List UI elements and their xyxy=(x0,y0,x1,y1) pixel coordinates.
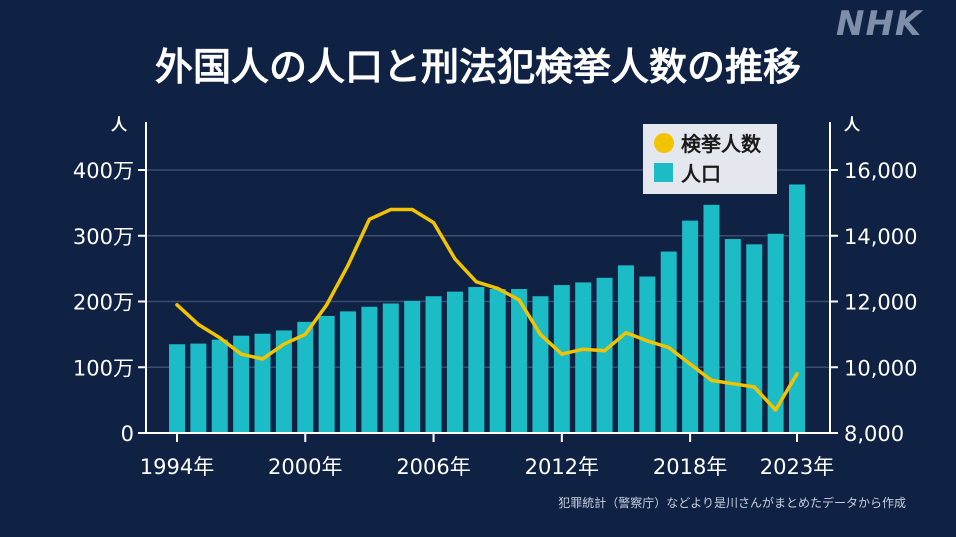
y-right-tick-label: 14,000 xyxy=(844,225,917,249)
y-left-unit: 人 xyxy=(111,115,128,134)
nhk-logo: NHK xyxy=(836,4,923,44)
line-point-arrests xyxy=(367,217,372,221)
bar-population xyxy=(682,220,699,433)
legend-label-population: 人口 xyxy=(681,162,721,186)
y-right-unit: 人 xyxy=(844,115,861,134)
y-right-tick-label: 8,000 xyxy=(844,422,904,446)
y-right-tick-label: 12,000 xyxy=(844,291,917,315)
y-left-tick-label: 400万 xyxy=(73,159,134,183)
line-point-arrests xyxy=(325,303,329,307)
y-left-tick-label: 300万 xyxy=(73,225,134,249)
line-point-arrests xyxy=(688,362,692,366)
bar-population xyxy=(724,239,741,433)
line-point-arrests xyxy=(389,207,393,212)
line-point-arrests xyxy=(410,207,414,212)
bar-population xyxy=(425,296,442,433)
bar-population xyxy=(617,265,634,433)
source-note: 犯罪統計（警察庁）などより是川さんがまとめたデータから作成 xyxy=(558,496,906,510)
line-point-arrests xyxy=(496,286,500,290)
tick-labels: 0 100万 200万 300万 400万 8,000 10,000 12,000 14,000… xyxy=(73,115,918,479)
bar-population xyxy=(297,321,314,433)
line-point-arrests xyxy=(560,352,564,356)
line-point-arrests xyxy=(175,303,179,307)
y-left-tick-label: 200万 xyxy=(73,291,134,315)
bar-population xyxy=(275,330,292,433)
x-tick-label: 2018年 xyxy=(653,455,727,479)
bar-series xyxy=(169,184,805,433)
line-point-arrests xyxy=(731,382,735,386)
bar-population xyxy=(318,315,335,433)
bar-population xyxy=(639,276,656,433)
bar-population xyxy=(489,289,506,433)
bar-population xyxy=(169,344,185,433)
bar-population xyxy=(233,335,250,433)
y-left-tick-label: 0 xyxy=(121,422,134,446)
bar-population xyxy=(532,296,549,433)
line-point-arrests xyxy=(517,298,521,302)
bar-population xyxy=(211,339,228,433)
bar-population xyxy=(404,300,421,433)
line-point-arrests xyxy=(624,331,628,335)
bar-population xyxy=(190,343,207,433)
line-point-arrests xyxy=(474,280,478,284)
bar-population xyxy=(553,285,570,433)
bar-population xyxy=(703,204,720,433)
y-right-tick-label: 10,000 xyxy=(844,356,917,380)
bar-population xyxy=(511,289,528,433)
line-point-arrests xyxy=(645,339,649,343)
bar-population xyxy=(361,306,378,433)
line-point-arrests xyxy=(218,336,222,340)
x-tick-label: 2012年 xyxy=(525,455,599,479)
line-series xyxy=(175,207,799,412)
line-point-arrests xyxy=(538,332,543,336)
line-point-arrests xyxy=(795,372,799,376)
y-right-tick-label: 16,000 xyxy=(844,159,917,183)
bar-population xyxy=(660,251,677,433)
legend-marker-population xyxy=(654,163,673,182)
x-tick-label: 2023年 xyxy=(760,455,834,479)
chart-title: 外国人の人口と刑法犯検挙人数の推移 xyxy=(154,45,801,89)
line-point-arrests xyxy=(346,263,350,267)
axes xyxy=(138,122,838,442)
bar-population xyxy=(767,233,784,433)
bar-population xyxy=(468,287,485,433)
line-point-arrests xyxy=(453,257,457,261)
line-point-arrests xyxy=(431,221,436,225)
bar-population xyxy=(382,303,399,433)
bar-population xyxy=(596,277,613,433)
line-point-arrests xyxy=(260,357,265,361)
line-point-arrests xyxy=(303,332,307,336)
bar-population xyxy=(446,291,463,433)
y-left-tick-label: 100万 xyxy=(73,356,134,380)
line-point-arrests xyxy=(581,347,585,351)
line-point-arrests xyxy=(602,349,607,353)
line-point-arrests xyxy=(239,352,243,356)
bar-population xyxy=(254,333,271,433)
line-point-arrests xyxy=(709,378,714,382)
x-tick-label: 2006年 xyxy=(396,455,470,479)
line-point-arrests xyxy=(282,342,286,346)
line-point-arrests xyxy=(196,322,200,327)
bar-population xyxy=(789,184,805,433)
x-tick-label: 2000年 xyxy=(268,455,342,479)
legend-label-arrests: 検挙人数 xyxy=(681,132,762,156)
line-arrests xyxy=(175,207,799,412)
line-point-arrests xyxy=(774,408,778,412)
x-tick-label: 1994年 xyxy=(140,455,214,479)
bar-population xyxy=(575,282,592,433)
line-point-arrests xyxy=(752,385,756,389)
bar-population xyxy=(746,244,763,433)
bar-population xyxy=(340,311,357,433)
line-point-arrests xyxy=(667,345,671,350)
legend-marker-arrests xyxy=(654,133,674,153)
